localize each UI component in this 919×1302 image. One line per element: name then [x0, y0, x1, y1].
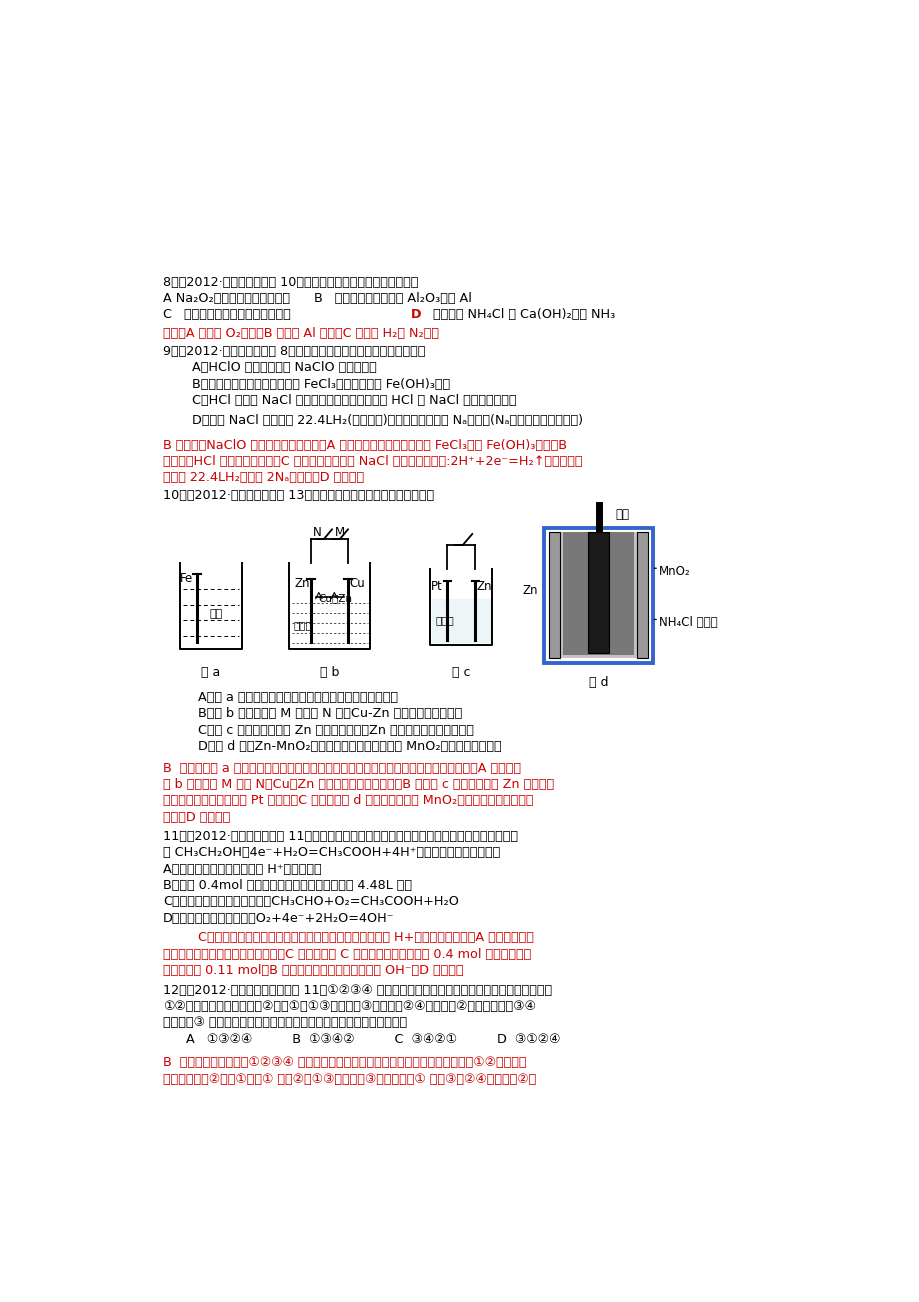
Text: Cu: Cu	[349, 577, 365, 590]
Text: 10．［2012·山东理综化学卷 13］下列与金属腐蚀有关的说法正确的是: 10．［2012·山东理综化学卷 13］下列与金属腐蚀有关的说法正确的是	[163, 490, 434, 503]
Text: A．图 a 中，插入海水中的铁棒，越靠近底端腐蚀越严重: A．图 a 中，插入海水中的铁棒，越靠近底端腐蚀越严重	[198, 691, 398, 704]
Text: A、检测时，电解质溶液中的 H⁺向负极移动: A、检测时，电解质溶液中的 H⁺向负极移动	[163, 863, 322, 876]
Text: B．向沸水中逐滴加入少量饱和 FeCl₃溶液，可制得 Fe(OH)₃胶体: B．向沸水中逐滴加入少量饱和 FeCl₃溶液，可制得 Fe(OH)₃胶体	[192, 378, 450, 391]
Text: Cu－Zn: Cu－Zn	[318, 594, 352, 603]
Text: C《解析》本题考查的是原电池和电解池原理。原电池中 H+移向电池的正极，A 项错误；该原: C《解析》本题考查的是原电池和电解池原理。原电池中 H+移向电池的正极，A 项错…	[198, 931, 533, 944]
Text: Zn: Zn	[522, 585, 538, 598]
Text: C   工业上利用合成氨实现人工固氮: C 工业上利用合成氨实现人工固氮	[163, 309, 306, 322]
Text: 状况下 22.4LH₂，转移 2Nₐ个电子，D 项错误。: 状况下 22.4LH₂，转移 2Nₐ个电子，D 项错误。	[163, 471, 364, 484]
Text: A   ①③②④          B  ①③④②          C  ③④②①          D  ③①②④: A ①③②④ B ①③④② C ③④②① D ③①②④	[186, 1034, 560, 1047]
Text: 图 a: 图 a	[201, 667, 221, 680]
Bar	[544, 527, 652, 663]
Text: B．图 b 中，开关由 M 改置于 N 时，Cu-Zn 合金的腐蚀速率减小: B．图 b 中，开关由 M 改置于 N 时，Cu-Zn 合金的腐蚀速率减小	[198, 707, 461, 720]
Text: 项正确；HCl 属于共价化合物，C 项错误；根据电解 NaCl 溶液的阴极反应:2H⁺+2e⁻=H₂↑，产生标准: 项正确；HCl 属于共价化合物，C 项错误；根据电解 NaCl 溶液的阴极反应:…	[163, 454, 582, 467]
Text: D: D	[411, 309, 421, 322]
Bar	[549, 533, 560, 658]
Text: A．HClO 是弱酸，所以 NaClO 是弱电解质: A．HClO 是弱酸，所以 NaClO 是弱电解质	[192, 362, 377, 375]
Text: D．图 d 中，Zn-MnO₂干电池自放电腐蚀主要是由 MnO₂的氧化作用引起的: D．图 d 中，Zn-MnO₂干电池自放电腐蚀主要是由 MnO₂的氧化作用引起的	[198, 741, 501, 754]
Text: 腐蚀速率增大，但氢气在 Pt 上放出，C 项错误；图 d 中干电池放电时 MnO₂发生还原反应，体现还: 腐蚀速率增大，但氢气在 Pt 上放出，C 项错误；图 d 中干电池放电时 MnO…	[163, 794, 533, 807]
Text: C．HCl 溶液和 NaCl 溶液均通过离子导电，所以 HCl 和 NaCl 均是离子化合物: C．HCl 溶液和 NaCl 溶液均通过离子导电，所以 HCl 和 NaCl 均…	[192, 395, 516, 408]
Text: 图 b 中开关由 M 置于 N，Cu－Zn 作正极，腐蚀速率减小，B 对；图 c 中接通开关时 Zn 作负极，: 图 b 中开关由 M 置于 N，Cu－Zn 作正极，腐蚀速率减小，B 对；图 c…	[163, 779, 553, 792]
Text: 11．［2012·四川理综化学卷 11］一种基于酸性燃料电池原理设计的酒精检测仪，负极上的反应: 11．［2012·四川理综化学卷 11］一种基于酸性燃料电池原理设计的酒精检测仪…	[163, 829, 517, 842]
Text: 稀盐酸: 稀盐酸	[293, 620, 312, 630]
Text: Fe: Fe	[180, 572, 193, 585]
Bar	[637, 533, 648, 658]
Text: B 《解析》NaClO 属于盐，为强电解质，A 项错误；向沸水中滴加饱和 FeCl₃制备 Fe(OH)₃胶体，B: B 《解析》NaClO 属于盐，为强电解质，A 项错误；向沸水中滴加饱和 FeC…	[163, 439, 566, 452]
Text: D、正极上发生的反应是：O₂+4e⁻+2H₂O=4OH⁻: D、正极上发生的反应是：O₂+4e⁻+2H₂O=4OH⁻	[163, 911, 394, 924]
Text: C、电池反应的化学方程式为：CH₃CHO+O₂=CH₃COOH+H₂O: C、电池反应的化学方程式为：CH₃CHO+O₂=CH₃COOH+H₂O	[163, 896, 459, 909]
Text: M: M	[334, 526, 344, 539]
Text: 外电路电流从②流向①，则① 大于②；①③相连时，③为正极，则① 大于③；②④相连时，②有: 外电路电流从②流向①，则① 大于②；①③相连时，③为正极，则① 大于③；②④相连…	[163, 1073, 536, 1086]
Text: 12．［2012·全国大纲理综化学卷 11］①②③④ 四种金属片两两相连浸入稀硫酸中都可组成原电池，: 12．［2012·全国大纲理综化学卷 11］①②③④ 四种金属片两两相连浸入稀硫…	[163, 983, 551, 996]
Text: Zn: Zn	[476, 579, 492, 592]
Text: A Na₂O₂用作呼吸面具的供氧剂      B   工业上电解熔融状态 Al₂O₃制备 Al: A Na₂O₂用作呼吸面具的供氧剂 B 工业上电解熔融状态 Al₂O₃制备 Al	[163, 292, 471, 305]
Text: D．电解 NaCl 溶液得到 22.4LH₂(标准状况)，理论上需要转移 Nₐ个电子(Nₐ表示阿伏加德罗常数): D．电解 NaCl 溶液得到 22.4LH₂(标准状况)，理论上需要转移 Nₐ个…	[192, 414, 583, 427]
Bar	[562, 533, 633, 655]
Text: 9．［2012·山东理综化学卷 8］下列与含氯化合物有关的说法正确的是: 9．［2012·山东理综化学卷 8］下列与含氯化合物有关的说法正确的是	[163, 345, 425, 358]
Bar	[587, 533, 608, 654]
Text: Zn: Zn	[294, 577, 309, 590]
Text: 解析：A 有单质 O₂生成。B 有单质 Al 生成。C 有单质 H₂和 N₂反应: 解析：A 有单质 O₂生成。B 有单质 Al 生成。C 有单质 H₂和 N₂反应	[163, 327, 438, 340]
Text: 图 c: 图 c	[451, 667, 471, 680]
Text: 碳棒: 碳棒	[615, 508, 629, 521]
Text: 为 CH₃CH₂OH－4e⁻+H₂O=CH₃COOH+4H⁺。下列有关说法正确的是: 为 CH₃CH₂OH－4e⁻+H₂O=CH₃COOH+4H⁺。下列有关说法正确的…	[163, 846, 500, 859]
Bar	[549, 533, 648, 658]
Text: 图 b: 图 b	[320, 667, 339, 680]
Text: 消耗氧气为 0.11 mol，B 项错误；酸性电池不可能得到 OH⁻，D 项错误。: 消耗氧气为 0.11 mol，B 项错误；酸性电池不可能得到 OH⁻，D 项错误…	[163, 965, 463, 978]
Text: B  《解析》由题意知：①②③④ 四种金属片两两相连浸入稀硫酸中都可组成原电池，①②相连时，: B 《解析》由题意知：①②③④ 四种金属片两两相连浸入稀硫酸中都可组成原电池，①…	[163, 1056, 526, 1069]
Text: N: N	[312, 526, 322, 539]
Text: C．图 c 中，接通开关时 Zn 腐蚀速率增大，Zn 上放出气体的速率也增大: C．图 c 中，接通开关时 Zn 腐蚀速率增大，Zn 上放出气体的速率也增大	[198, 724, 473, 737]
Text: B、若有 0.4mol 电子转移，则在标准状况下消耗 4.48L 氧气: B、若有 0.4mol 电子转移，则在标准状况下消耗 4.48L 氧气	[163, 879, 412, 892]
Text: 原性，D 项错误。: 原性，D 项错误。	[163, 811, 230, 824]
Text: 图 d: 图 d	[588, 677, 607, 690]
Text: 8．［2012·广东理综化学卷 10］下列应用不涉及氧化还原反应的是: 8．［2012·广东理综化学卷 10］下列应用不涉及氧化还原反应的是	[163, 276, 418, 289]
Text: ①②相连时，外电路电流从②流向①；①③相连时，③为正极，②④相连时，②有气泡逸出；③④: ①②相连时，外电路电流从②流向①；①③相连时，③为正极，②④相连时，②有气泡逸出…	[163, 1000, 536, 1013]
Text: NH₄Cl 糊状物: NH₄Cl 糊状物	[658, 616, 717, 629]
Text: 海水: 海水	[210, 609, 222, 620]
Text: 稀盐酸: 稀盐酸	[435, 616, 453, 625]
Text: 相连时，③ 的质量减少，据此判断这四种金属活动性由大到小的顺序是: 相连时，③ 的质量减少，据此判断这四种金属活动性由大到小的顺序是	[163, 1017, 407, 1030]
Text: Pt: Pt	[430, 579, 442, 592]
Text: B  《解析》图 a 中，铁棒发生化学腐蚀，靠近底端的部分与氧气接触少，腐蚀程度较轻，A 项错误；: B 《解析》图 a 中，铁棒发生化学腐蚀，靠近底端的部分与氧气接触少，腐蚀程度较…	[163, 762, 520, 775]
Text: 实验室用 NH₄Cl 和 Ca(OH)₂制备 NH₃: 实验室用 NH₄Cl 和 Ca(OH)₂制备 NH₃	[425, 309, 615, 322]
Text: 电池的总反应为乙醇的燃烧方程式，C 项正确，用 C 项的方式进行判断，有 0.4 mol 的电子转移，: 电池的总反应为乙醇的燃烧方程式，C 项正确，用 C 项的方式进行判断，有 0.4…	[163, 948, 531, 961]
Text: MnO₂: MnO₂	[658, 565, 690, 578]
